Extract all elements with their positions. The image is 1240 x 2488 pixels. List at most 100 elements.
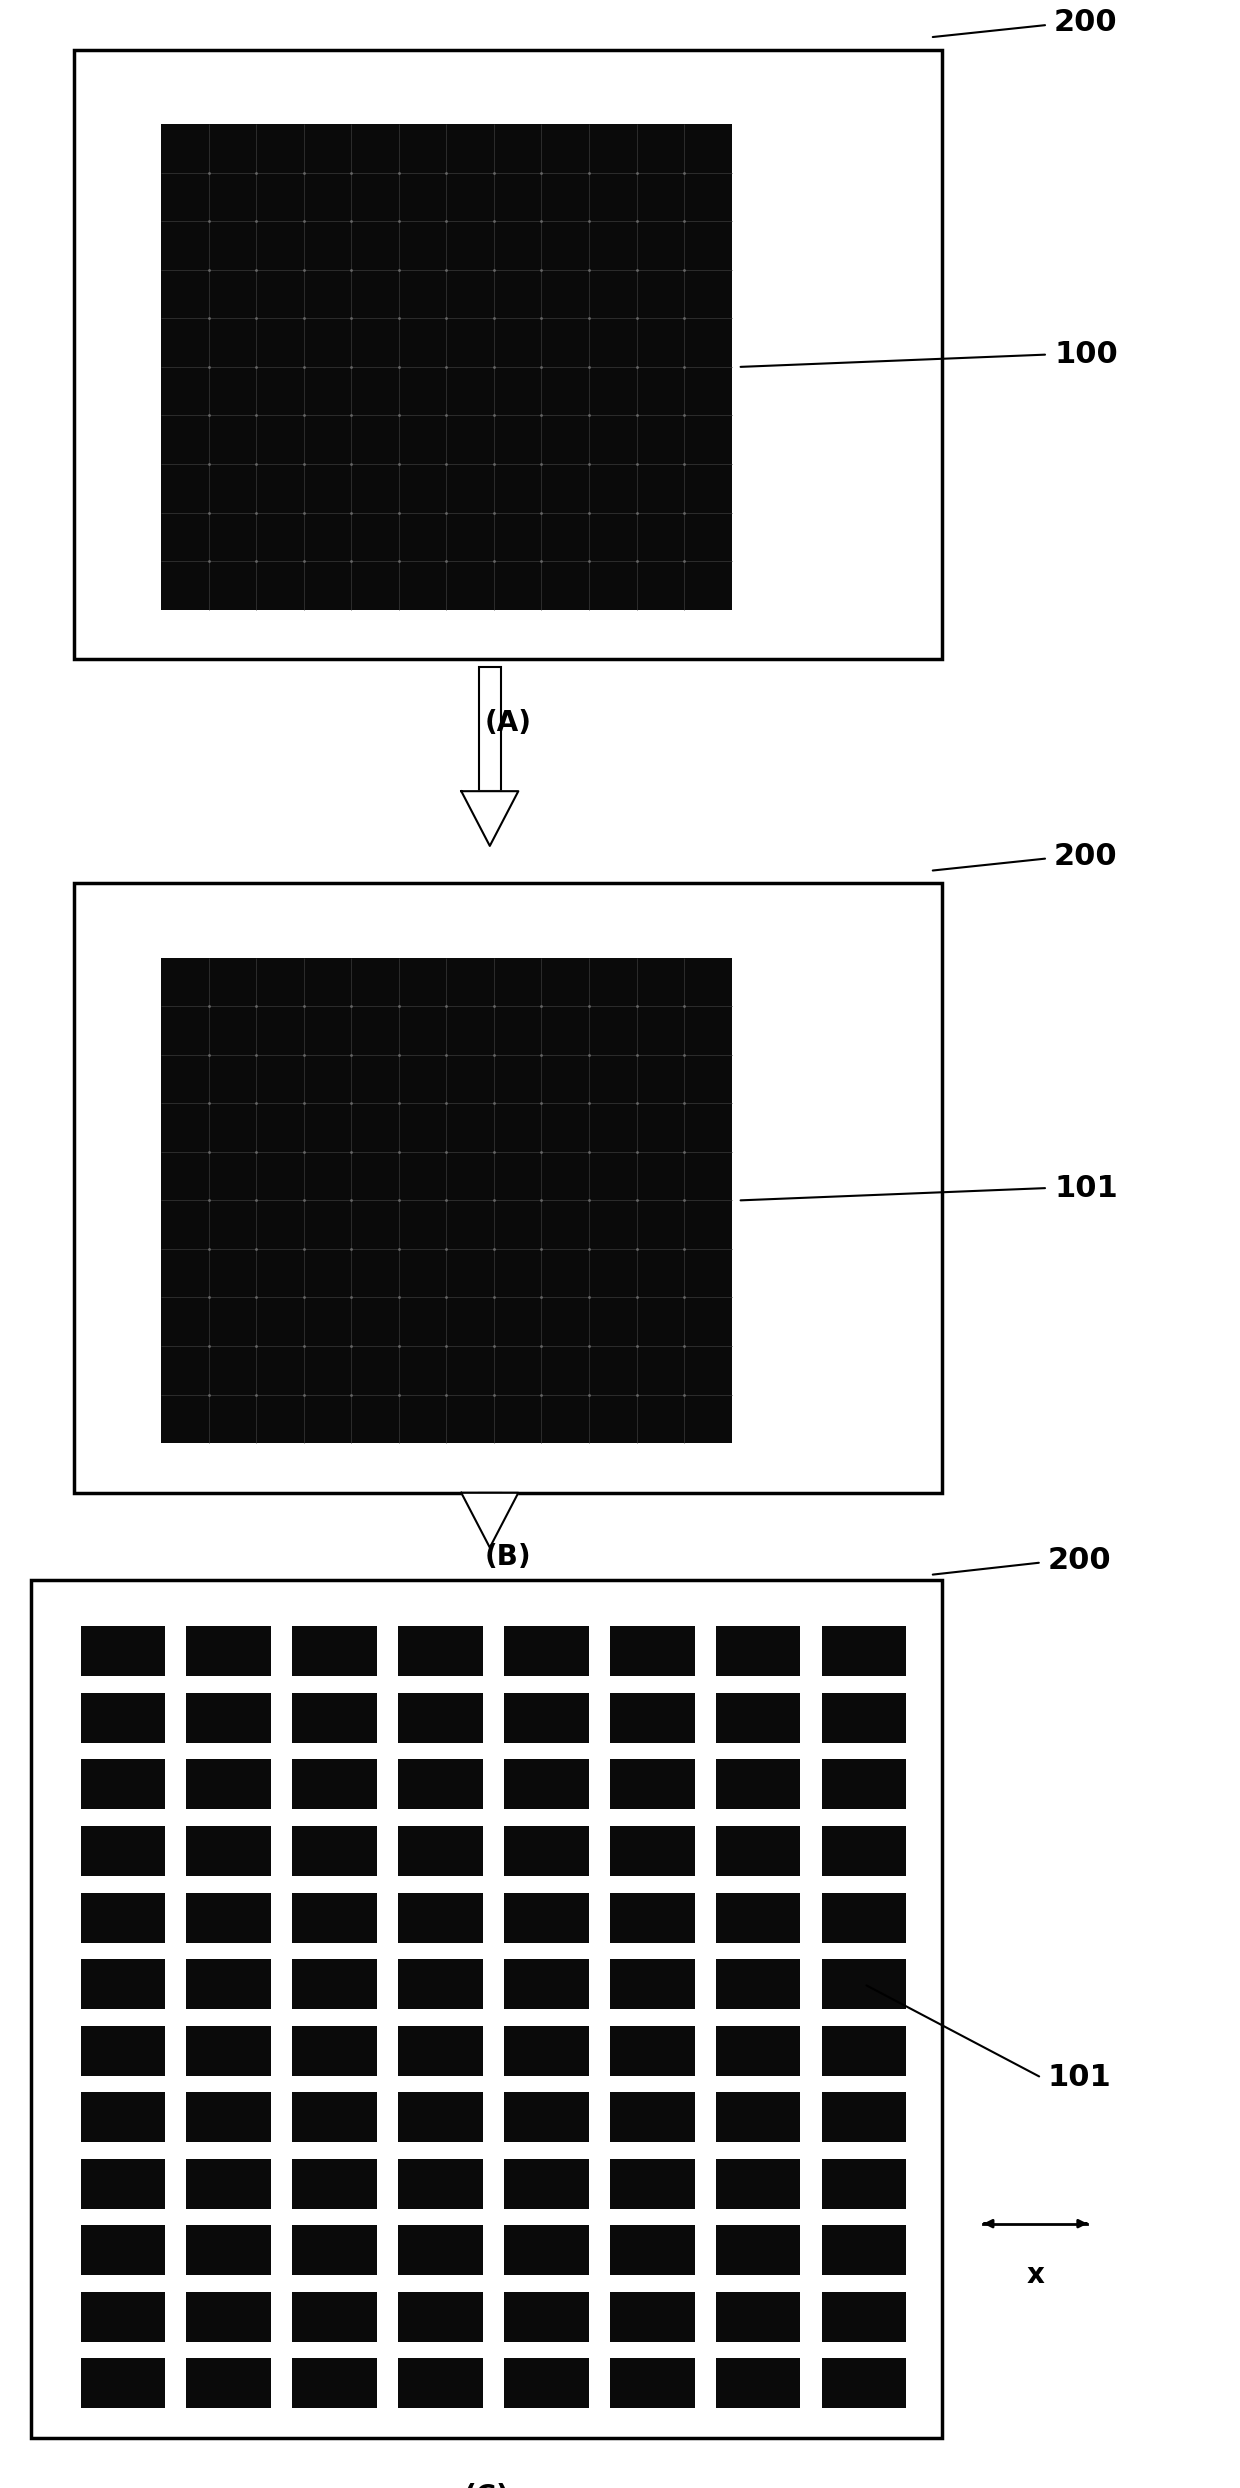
- Bar: [81, 1627, 165, 1677]
- Polygon shape: [461, 791, 518, 846]
- Bar: [715, 1759, 801, 1809]
- Bar: [293, 1893, 377, 1943]
- Bar: [398, 2359, 482, 2408]
- Bar: [610, 1627, 694, 1677]
- Bar: [715, 2291, 801, 2341]
- Bar: [715, 1627, 801, 1677]
- Bar: [186, 1958, 272, 2010]
- Text: x: x: [1027, 2262, 1044, 2289]
- Bar: [610, 2092, 694, 2142]
- Bar: [503, 2224, 589, 2274]
- Bar: [822, 1627, 906, 1677]
- Bar: [503, 1759, 589, 1809]
- Bar: [610, 1958, 694, 2010]
- Bar: [293, 2224, 377, 2274]
- Bar: [503, 1893, 589, 1943]
- Text: (A): (A): [485, 709, 532, 736]
- Bar: [822, 2224, 906, 2274]
- Text: 200: 200: [1048, 1545, 1111, 1575]
- Bar: [186, 2092, 272, 2142]
- Bar: [610, 1826, 694, 1876]
- Bar: [81, 2224, 165, 2274]
- Bar: [503, 2160, 589, 2209]
- Bar: [398, 2025, 482, 2075]
- Bar: [186, 1627, 272, 1677]
- Bar: [293, 1826, 377, 1876]
- Bar: [398, 2160, 482, 2209]
- Bar: [293, 1958, 377, 2010]
- Bar: [31, 1580, 942, 2438]
- Bar: [610, 1759, 694, 1809]
- Bar: [398, 2092, 482, 2142]
- Bar: [822, 2291, 906, 2341]
- Bar: [503, 2291, 589, 2341]
- Bar: [398, 1958, 482, 2010]
- Bar: [610, 2224, 694, 2274]
- Bar: [610, 2359, 694, 2408]
- Text: 101: 101: [1048, 2063, 1111, 2092]
- Bar: [293, 2160, 377, 2209]
- Bar: [715, 1826, 801, 1876]
- Bar: [186, 2160, 272, 2209]
- Bar: [503, 2025, 589, 2075]
- Bar: [293, 1692, 377, 1742]
- Bar: [503, 1958, 589, 2010]
- Bar: [715, 1692, 801, 1742]
- Bar: [822, 1893, 906, 1943]
- Bar: [715, 2025, 801, 2075]
- Bar: [398, 2224, 482, 2274]
- Bar: [81, 1958, 165, 2010]
- Bar: [503, 2092, 589, 2142]
- Bar: [610, 2025, 694, 2075]
- Text: (C): (C): [464, 2483, 510, 2488]
- Bar: [503, 2359, 589, 2408]
- Bar: [715, 2224, 801, 2274]
- Bar: [81, 2092, 165, 2142]
- Bar: [610, 2160, 694, 2209]
- Bar: [74, 50, 942, 659]
- Bar: [81, 1826, 165, 1876]
- Bar: [822, 2092, 906, 2142]
- Bar: [161, 958, 732, 1443]
- Bar: [186, 2359, 272, 2408]
- Bar: [398, 1893, 482, 1943]
- Bar: [503, 1627, 589, 1677]
- Bar: [398, 1627, 482, 1677]
- Text: 200: 200: [1054, 7, 1117, 37]
- Bar: [398, 1759, 482, 1809]
- Bar: [715, 2359, 801, 2408]
- Bar: [610, 1692, 694, 1742]
- Bar: [293, 2291, 377, 2341]
- Bar: [81, 2359, 165, 2408]
- Bar: [293, 2092, 377, 2142]
- Text: 101: 101: [1054, 1174, 1117, 1202]
- Bar: [822, 2359, 906, 2408]
- Bar: [81, 1692, 165, 1742]
- Bar: [161, 124, 732, 610]
- Bar: [715, 2092, 801, 2142]
- Bar: [822, 1958, 906, 2010]
- Bar: [293, 2025, 377, 2075]
- Bar: [822, 2160, 906, 2209]
- Bar: [186, 1826, 272, 1876]
- Text: (B): (B): [485, 1543, 532, 1570]
- Bar: [715, 1958, 801, 2010]
- Bar: [81, 2160, 165, 2209]
- Bar: [398, 2291, 482, 2341]
- Bar: [822, 1692, 906, 1742]
- Text: 200: 200: [1054, 841, 1117, 871]
- Bar: [186, 2291, 272, 2341]
- Bar: [186, 1692, 272, 1742]
- Bar: [610, 1893, 694, 1943]
- Bar: [503, 1692, 589, 1742]
- Bar: [715, 2160, 801, 2209]
- Bar: [293, 1759, 377, 1809]
- Bar: [186, 2025, 272, 2075]
- Bar: [479, 1493, 501, 1500]
- Bar: [81, 2025, 165, 2075]
- Bar: [822, 2025, 906, 2075]
- Bar: [822, 1759, 906, 1809]
- Bar: [715, 1893, 801, 1943]
- Bar: [74, 883, 942, 1493]
- Bar: [186, 1893, 272, 1943]
